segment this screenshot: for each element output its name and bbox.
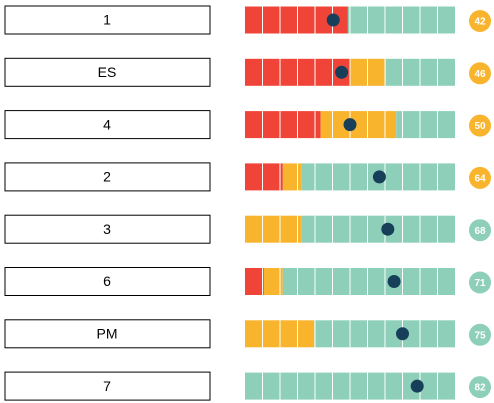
row-label: 1 xyxy=(103,12,111,28)
score-label: 64 xyxy=(474,174,486,185)
score-badge xyxy=(469,376,491,399)
bar-segment xyxy=(320,111,397,139)
label-box xyxy=(4,110,211,140)
row-label: 7 xyxy=(103,378,111,394)
score-badge xyxy=(469,166,491,189)
label-box xyxy=(4,267,211,296)
label-box xyxy=(4,5,211,35)
score-badge xyxy=(469,219,491,242)
bar-segment xyxy=(282,163,302,191)
row-label: 2 xyxy=(103,169,111,185)
score-label: 82 xyxy=(474,383,486,394)
score-dot xyxy=(410,379,424,393)
bar-segment xyxy=(245,111,321,139)
label-box xyxy=(4,162,211,192)
label-box xyxy=(4,57,211,87)
score-badge xyxy=(469,10,491,32)
score-label: 42 xyxy=(474,17,486,28)
bar-segment xyxy=(282,268,455,295)
row-label: PM xyxy=(97,326,118,342)
score-badge xyxy=(469,271,491,294)
bar-segment xyxy=(301,215,455,243)
row-label: 3 xyxy=(103,221,111,237)
bar-segment xyxy=(245,163,283,191)
score-label: 75 xyxy=(474,330,486,341)
bar-segment xyxy=(396,111,455,139)
score-dot xyxy=(372,170,386,184)
score-dot xyxy=(387,275,401,288)
score-badge xyxy=(469,114,491,137)
label-box xyxy=(4,371,211,401)
row-label: 6 xyxy=(103,273,111,289)
bar-segment xyxy=(263,268,283,295)
label-box xyxy=(4,319,211,349)
label-box xyxy=(4,214,211,244)
score-dot xyxy=(396,327,409,341)
score-dot xyxy=(326,13,340,27)
score-dot xyxy=(343,118,357,132)
row-label: ES xyxy=(98,64,117,80)
score-label: 71 xyxy=(474,278,486,289)
score-dot xyxy=(335,65,349,79)
bar-segment xyxy=(347,6,455,34)
score-badge xyxy=(469,323,491,346)
row-label: 4 xyxy=(103,116,111,132)
score-dot xyxy=(381,222,395,236)
bar-segment xyxy=(245,215,302,243)
score-label: 68 xyxy=(474,226,486,237)
score-label: 50 xyxy=(474,121,486,132)
score-label: 46 xyxy=(474,69,486,80)
score-badge xyxy=(469,62,491,85)
bar-segment xyxy=(245,268,264,295)
